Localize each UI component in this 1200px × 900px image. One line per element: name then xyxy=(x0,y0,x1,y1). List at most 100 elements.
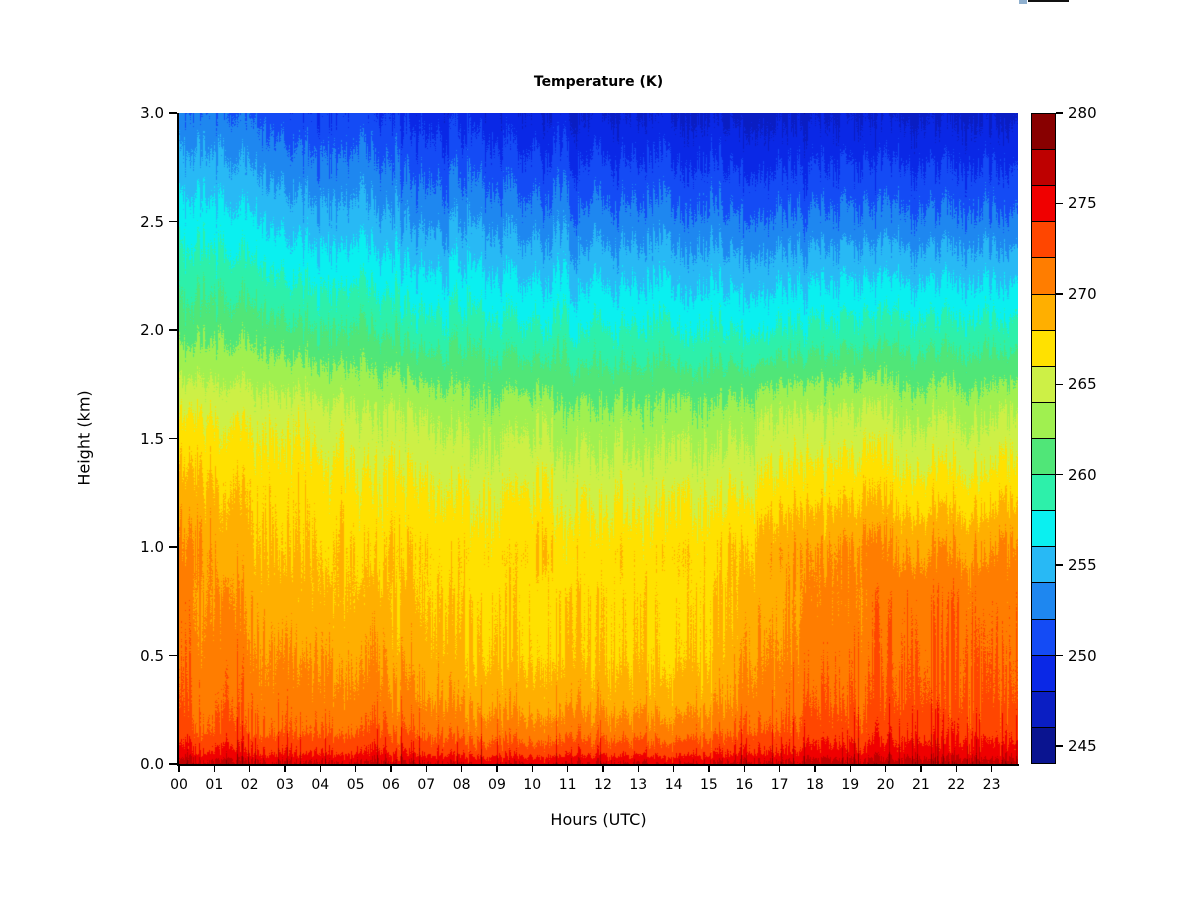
x-tick-label: 01 xyxy=(205,777,224,793)
x-tick xyxy=(390,764,392,772)
colorbar-segment xyxy=(1032,437,1055,475)
x-tick-label: 17 xyxy=(770,777,789,793)
y-tick xyxy=(169,220,177,223)
chart-title: Temperature (K) xyxy=(533,74,664,90)
y-tick-label: 3.0 xyxy=(140,104,164,122)
y-axis-title: Height (km) xyxy=(74,390,94,486)
colorbar-tick xyxy=(1056,112,1063,114)
x-tick xyxy=(778,764,781,772)
colorbar-segment xyxy=(1032,510,1055,547)
x-tick xyxy=(425,764,428,772)
colorbar-tick xyxy=(1056,564,1063,566)
colorbar-segment xyxy=(1032,546,1055,583)
y-tick-label: 1.5 xyxy=(140,429,164,448)
x-tick-label: 04 xyxy=(311,777,330,793)
x-tick xyxy=(637,764,640,772)
x-tick-label: 21 xyxy=(912,777,930,793)
x-tick xyxy=(849,764,852,772)
x-tick xyxy=(884,764,887,772)
x-tick xyxy=(178,764,180,772)
x-tick xyxy=(743,764,746,772)
y-tick-label: 0.0 xyxy=(140,755,164,773)
x-tick xyxy=(602,764,604,772)
x-tick-label: 19 xyxy=(841,777,860,793)
x-tick xyxy=(708,764,710,772)
colorbar-segment xyxy=(1032,221,1055,258)
colorbar-tick xyxy=(1056,383,1063,385)
x-axis-line xyxy=(177,764,1019,766)
colorbar-segment xyxy=(1032,365,1055,402)
x-tick-label: 09 xyxy=(488,777,506,793)
x-tick-label: 22 xyxy=(947,777,966,793)
x-tick-label: 23 xyxy=(982,777,1001,793)
colorbar-segment xyxy=(1032,114,1055,150)
colorbar-segment xyxy=(1032,329,1055,366)
x-tick xyxy=(920,764,922,772)
colorbar-segment xyxy=(1032,185,1055,222)
x-tick xyxy=(213,764,216,772)
x-tick xyxy=(955,764,957,772)
x-tick-label: 06 xyxy=(382,777,400,793)
colorbar-segment xyxy=(1032,401,1055,438)
x-tick-label: 08 xyxy=(452,777,471,793)
colorbar-tick-label: 260 xyxy=(1068,465,1097,484)
x-tick xyxy=(354,764,357,772)
x-axis-title: Hours (UTC) xyxy=(550,810,647,829)
x-tick-label: 14 xyxy=(664,777,683,793)
y-tick xyxy=(169,437,177,440)
y-tick xyxy=(169,112,177,114)
colorbar-tick xyxy=(1056,654,1063,657)
colorbar-segment xyxy=(1032,149,1055,186)
colorbar-segment xyxy=(1032,726,1055,763)
x-tick-label: 12 xyxy=(594,777,612,793)
y-tick-label: 2.5 xyxy=(140,212,164,231)
x-tick-label: 18 xyxy=(806,777,824,793)
colorbar-tick xyxy=(1056,745,1063,747)
y-tick-label: 1.0 xyxy=(140,538,164,556)
x-tick-label: 13 xyxy=(629,777,648,793)
x-tick xyxy=(531,764,534,772)
x-tick-label: 20 xyxy=(876,777,895,793)
colorbar-tick-label: 265 xyxy=(1068,375,1097,394)
y-tick xyxy=(169,546,177,548)
y-tick xyxy=(169,329,177,331)
y-axis-line xyxy=(177,113,179,765)
colorbar-segment xyxy=(1032,654,1055,691)
y-tick xyxy=(169,654,177,657)
x-tick-label: 10 xyxy=(523,777,542,793)
x-tick-label: 00 xyxy=(170,777,188,793)
colorbar-tick xyxy=(1056,293,1063,295)
colorbar-tick-label: 280 xyxy=(1068,104,1097,122)
x-tick xyxy=(460,764,463,772)
colorbar-tick-label: 255 xyxy=(1068,556,1097,575)
x-tick-label: 07 xyxy=(417,777,436,793)
colorbar-segment xyxy=(1032,474,1055,511)
y-tick-label: 0.5 xyxy=(140,646,164,665)
colorbar-segment xyxy=(1032,582,1055,619)
x-tick xyxy=(248,764,251,772)
x-tick-label: 02 xyxy=(240,777,259,793)
x-tick xyxy=(990,764,993,772)
x-tick xyxy=(566,764,569,772)
x-tick xyxy=(284,764,286,772)
colorbar-tick-label: 245 xyxy=(1068,736,1097,755)
clipped-window-artifact-line xyxy=(1028,0,1069,2)
x-tick-label: 15 xyxy=(700,777,718,793)
x-tick-label: 03 xyxy=(276,777,294,793)
y-tick-label: 2.0 xyxy=(140,321,164,339)
x-tick xyxy=(319,764,322,772)
colorbar-tick-label: 270 xyxy=(1068,284,1097,303)
colorbar xyxy=(1031,113,1056,764)
colorbar-tick-label: 275 xyxy=(1068,194,1097,213)
colorbar-segment xyxy=(1032,257,1055,294)
colorbar-tick xyxy=(1056,202,1063,205)
colorbar-segment xyxy=(1032,618,1055,655)
x-tick-label: 11 xyxy=(558,777,577,793)
clipped-window-artifact-blue xyxy=(1019,0,1027,4)
heatmap-canvas xyxy=(179,113,1018,764)
x-tick xyxy=(672,764,675,772)
x-tick-label: 16 xyxy=(735,777,754,793)
y-tick xyxy=(169,763,177,765)
colorbar-segment xyxy=(1032,293,1055,330)
